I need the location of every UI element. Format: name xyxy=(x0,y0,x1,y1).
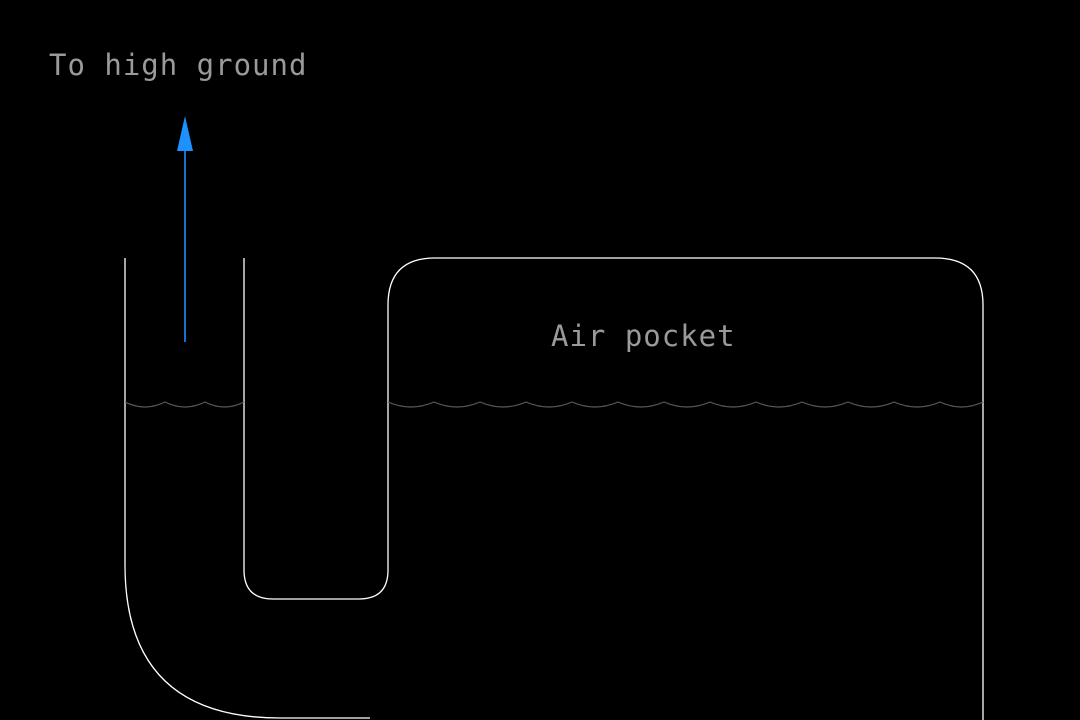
arrow-up-icon xyxy=(177,116,193,342)
air-pocket-label: Air pocket xyxy=(551,319,736,353)
high-ground-label: To high ground xyxy=(49,48,308,82)
water-surface-chamber xyxy=(387,401,984,408)
pipe-outer-wall xyxy=(124,258,370,719)
water-surface-riser xyxy=(124,401,245,408)
pipe-inner-wall xyxy=(243,257,984,720)
